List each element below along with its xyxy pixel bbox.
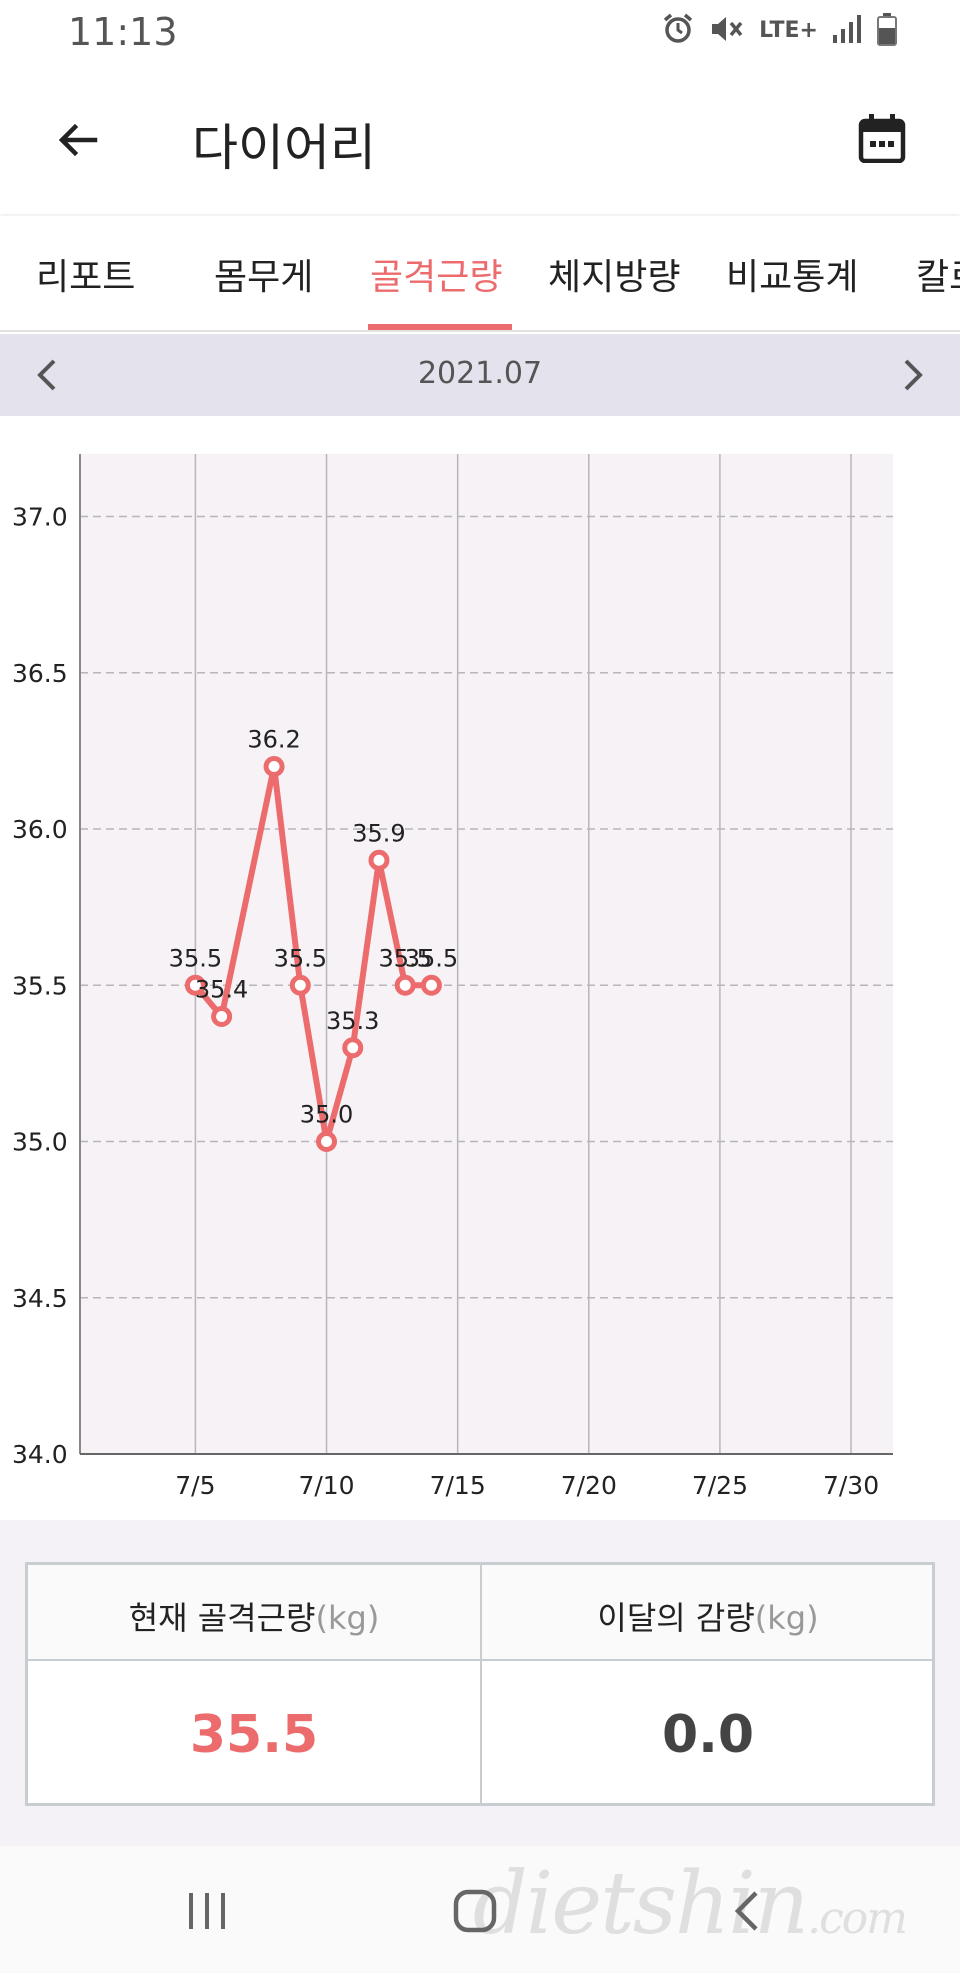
current-muscle-header: 현재 골격근량(kg) <box>28 1593 480 1639</box>
signal-icon <box>832 13 862 49</box>
next-month-button[interactable] <box>890 352 936 398</box>
month-change-unit: (kg) <box>754 1599 819 1637</box>
month-change-label: 이달의 감량 <box>597 1599 755 1637</box>
data-point <box>316 1131 338 1152</box>
tab-body-fat[interactable]: 체지방량 <box>548 257 681 298</box>
y-tick-label: 34.5 <box>12 1284 68 1313</box>
data-label: 35.4 <box>195 976 248 1004</box>
calendar-icon <box>858 114 906 163</box>
tab-bar: 리포트 몸무게 골격근량 체지방량 비교통계 칼로 <box>0 216 960 332</box>
data-point <box>289 974 311 996</box>
current-muscle-value: 35.5 <box>189 1705 319 1765</box>
mute-icon <box>709 12 745 50</box>
system-nav-bar: dietshin.com <box>0 1846 960 1973</box>
watermark-suffix: .com <box>807 1893 908 1944</box>
data-point <box>211 1006 233 1027</box>
chevron-right-icon <box>904 359 923 391</box>
plot-background <box>80 454 893 1454</box>
data-point <box>394 974 416 996</box>
data-label: 36.2 <box>247 726 300 754</box>
status-time: 11:13 <box>68 10 178 54</box>
x-tick-label: 7/20 <box>561 1471 617 1500</box>
calendar-button[interactable] <box>850 106 914 170</box>
data-label: 35.0 <box>300 1101 353 1129</box>
y-tick-label: 35.0 <box>12 1128 68 1157</box>
prev-month-button[interactable] <box>24 352 70 398</box>
status-icons: LTE+ <box>661 12 898 50</box>
data-point <box>184 974 206 996</box>
home-button[interactable] <box>440 1876 510 1946</box>
summary-table: 현재 골격근량(kg) 이달의 감량(kg) 35.5 0.0 <box>25 1562 935 1806</box>
data-point <box>263 756 285 777</box>
y-tick-label: 35.5 <box>12 971 68 1000</box>
x-tick-label: 7/10 <box>298 1471 354 1500</box>
watermark-text: dietshin <box>472 1854 809 1954</box>
y-tick-label: 36.5 <box>12 659 68 688</box>
data-label: 35.5 <box>378 944 431 972</box>
x-tick-label: 7/25 <box>692 1471 748 1500</box>
battery-icon <box>876 12 898 50</box>
skeletal-muscle-chart: 7/5 7/10 7/15 7/20 7/25 7/30 34.0 34.5 35.0 35.5 3… <box>0 416 960 1520</box>
y-tick-label: 37.0 <box>12 503 68 532</box>
data-label: 35.3 <box>326 1007 379 1035</box>
data-label: 35.9 <box>352 819 405 847</box>
x-tick-label: 7/15 <box>430 1471 486 1500</box>
month-change-value: 0.0 <box>661 1705 755 1765</box>
y-tick-label: 36.0 <box>12 815 68 844</box>
tab-active-indicator <box>368 324 512 330</box>
tab-calorie[interactable]: 칼로 <box>916 257 960 298</box>
home-icon <box>453 1889 497 1933</box>
status-bar: 11:13 LTE+ <box>0 0 960 66</box>
y-tick-label: 34.0 <box>12 1440 68 1469</box>
x-tick-label: 7/30 <box>823 1471 879 1500</box>
data-point <box>368 849 390 871</box>
x-tick-label: 7/5 <box>175 1471 215 1500</box>
month-navigator: 2021.07 <box>0 334 960 416</box>
current-muscle-label: 현재 골격근량 <box>128 1599 316 1637</box>
tab-skeletal-muscle[interactable]: 골격근량 <box>370 257 503 298</box>
line-chart: 7/5 7/10 7/15 7/20 7/25 7/3034.034.535.035.53… <box>12 454 893 1500</box>
recent-apps-button[interactable] <box>172 1876 242 1946</box>
app-header: 다이어리 <box>0 66 960 214</box>
chevron-left-icon <box>37 359 56 391</box>
data-point <box>342 1037 364 1059</box>
tab-weight[interactable]: 몸무게 <box>214 257 314 298</box>
data-label: 35.5 <box>274 944 327 972</box>
data-label: 35.5 <box>169 944 222 972</box>
tab-report[interactable]: 리포트 <box>36 257 136 298</box>
recent-apps-icon <box>189 1893 225 1929</box>
back-chevron-icon <box>734 1891 758 1931</box>
tab-compare-stats[interactable]: 비교통계 <box>726 257 859 298</box>
lte-icon: LTE+ <box>759 18 818 43</box>
system-back-button[interactable] <box>712 1876 782 1946</box>
arrow-left-icon <box>58 123 98 157</box>
page-title: 다이어리 <box>192 119 376 177</box>
data-point <box>420 974 442 996</box>
alarm-icon <box>661 12 695 50</box>
current-muscle-unit: (kg) <box>315 1599 380 1637</box>
back-button[interactable] <box>50 112 106 168</box>
data-label: 35.5 <box>405 944 458 972</box>
summary-divider <box>480 1565 482 1803</box>
watermark: dietshin.com <box>472 1854 908 1954</box>
month-change-header: 이달의 감량(kg) <box>482 1593 934 1639</box>
month-label: 2021.07 <box>417 356 543 391</box>
